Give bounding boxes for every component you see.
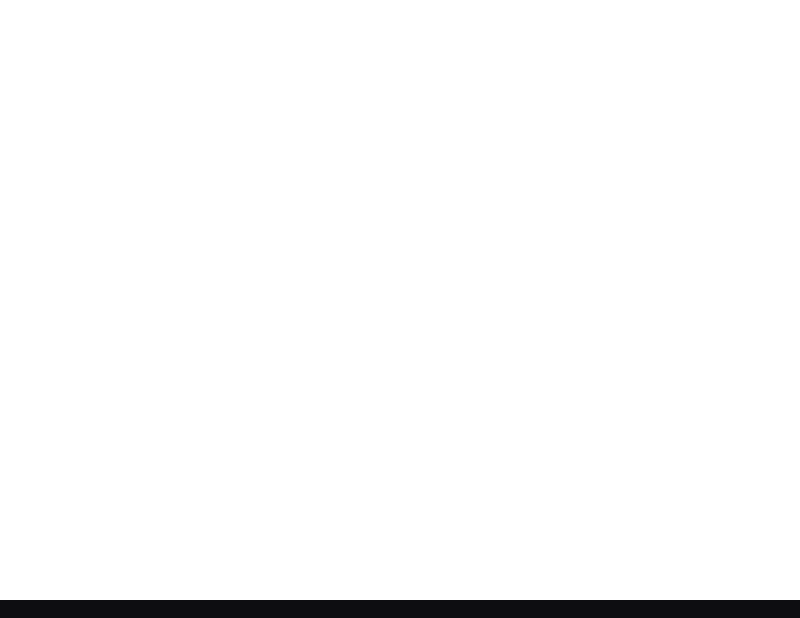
map-plot xyxy=(0,0,800,600)
bottom-bar xyxy=(0,600,800,618)
